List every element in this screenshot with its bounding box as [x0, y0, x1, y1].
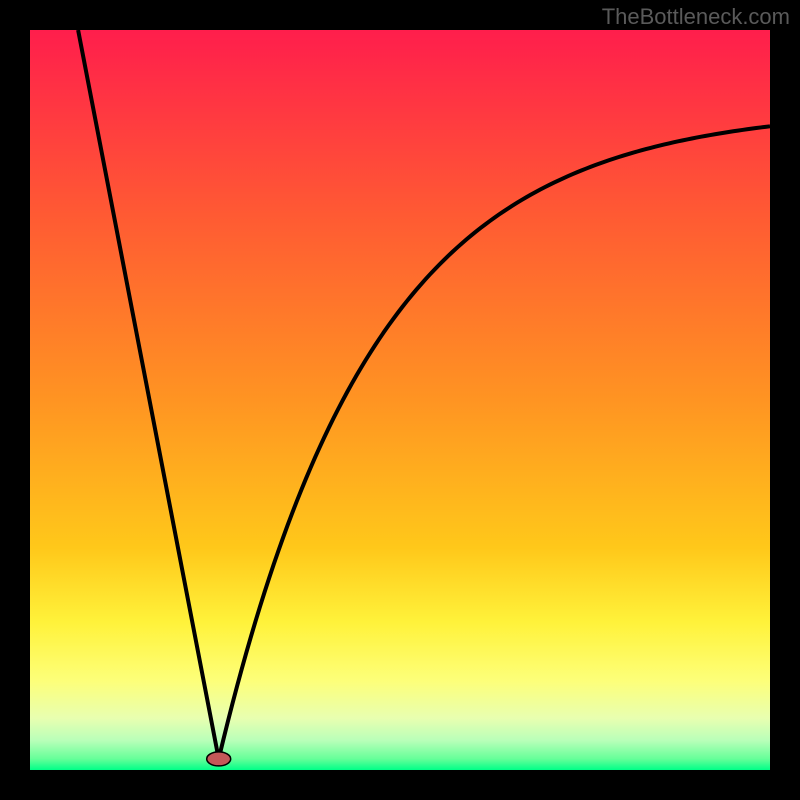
watermark-text: TheBottleneck.com	[602, 4, 790, 30]
plot-area	[30, 30, 770, 770]
chart-container: TheBottleneck.com	[0, 0, 800, 800]
